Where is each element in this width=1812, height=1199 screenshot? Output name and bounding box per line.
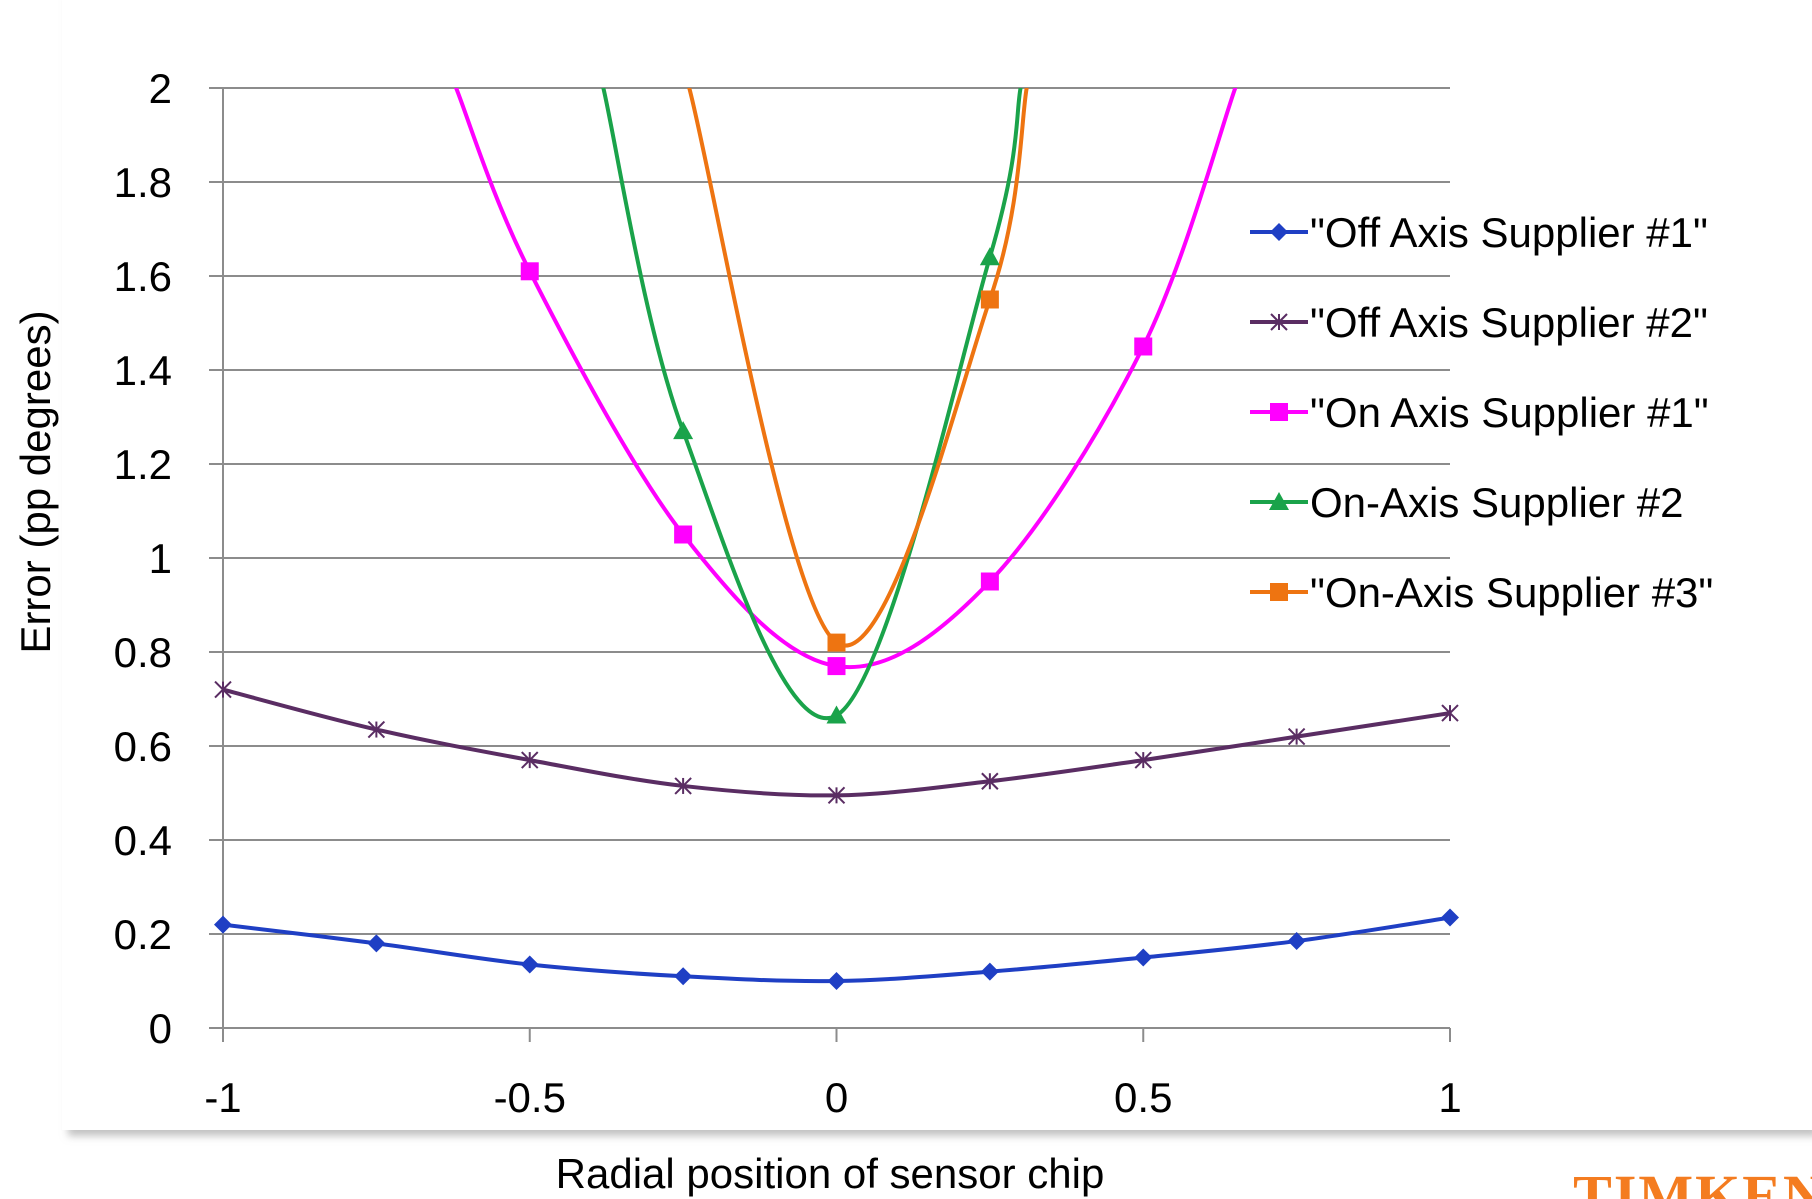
legend-swatch-marker	[1270, 583, 1288, 601]
x-tick-label: -1	[204, 1074, 241, 1121]
x-tick-label: -0.5	[494, 1074, 566, 1121]
data-point-series-3	[980, 572, 999, 591]
legend-swatch-marker	[1270, 403, 1288, 421]
data-point-series-3	[674, 525, 693, 544]
data-point-series-1	[214, 915, 232, 934]
data-point-series-2	[1287, 727, 1306, 746]
data-point-series-4	[673, 421, 694, 440]
data-point-series-3	[827, 657, 846, 676]
data-point-series-1	[520, 955, 539, 974]
data-point-series-4	[826, 705, 847, 724]
series-line-5	[687, 88, 1029, 648]
data-point-series-2	[674, 777, 692, 795]
axes	[222, 88, 1451, 1042]
timken-logo: TIMKEN	[1573, 1163, 1812, 1199]
data-point-series-2	[367, 720, 386, 739]
y-axis-title: Error (pp degrees)	[12, 310, 59, 653]
y-tick-label: 1.4	[114, 347, 172, 394]
y-tick-label: 0.6	[114, 723, 172, 770]
x-tick-label: 0.5	[1114, 1074, 1172, 1121]
legend-swatch-marker	[1270, 313, 1288, 331]
x-tick-labels: -1 -0.5 0 0.5 1	[204, 1074, 1461, 1121]
legend-swatch-marker	[1270, 223, 1288, 241]
data-point-series-1	[980, 962, 999, 981]
y-tick-label: 2	[149, 65, 172, 112]
data-point-series-2	[1134, 751, 1152, 769]
y-tick-label: 1.6	[114, 253, 172, 300]
gridlines	[209, 87, 1450, 1029]
y-tick-label: 0.4	[114, 817, 172, 864]
data-point-series-1	[367, 934, 386, 953]
data-point-series-2	[981, 772, 999, 790]
y-tick-label: 1	[149, 535, 172, 582]
data-point-series-5	[980, 290, 999, 309]
y-tick-label: 1.8	[114, 159, 172, 206]
series-markers	[214, 247, 1459, 990]
data-point-series-1	[1134, 948, 1153, 967]
x-tick-label: 1	[1438, 1074, 1461, 1121]
data-point-series-4	[979, 247, 1000, 266]
y-tick-label: 0	[149, 1005, 172, 1052]
data-point-series-1	[674, 967, 693, 986]
y-tick-labels: 0 0.2 0.4 0.6 0.8 1 1.2 1.4 1.6 1.8 2	[114, 65, 172, 1052]
legend-swatch-marker	[1269, 492, 1289, 510]
y-tick-label: 0.8	[114, 629, 172, 676]
y-tick-label: 0.2	[114, 911, 172, 958]
data-point-series-1	[1441, 908, 1459, 927]
data-point-series-5	[827, 633, 846, 652]
legend-label: "Off Axis Supplier #1"	[1310, 209, 1708, 256]
data-point-series-2	[827, 786, 846, 805]
data-point-series-3	[1134, 337, 1153, 356]
y-tick-label: 1.2	[114, 441, 172, 488]
legend-label: On-Axis Supplier #2	[1310, 479, 1684, 526]
chart-panel	[62, 0, 1812, 1130]
data-point-series-1	[827, 972, 846, 990]
legend: "Off Axis Supplier #1" "Off Axis Supplier…	[1250, 209, 1713, 616]
x-axis-title: Radial position of sensor chip	[556, 1150, 1105, 1197]
data-point-series-2	[521, 751, 539, 769]
legend-label: "On-Axis Supplier #3"	[1310, 569, 1713, 616]
data-point-series-3	[520, 262, 539, 281]
legend-label: "On Axis Supplier #1"	[1310, 389, 1709, 436]
data-point-series-2	[214, 680, 232, 699]
legend-label: "Off Axis Supplier #2"	[1310, 299, 1708, 346]
data-point-series-1	[1287, 932, 1306, 951]
x-tick-label: 0	[825, 1074, 848, 1121]
data-point-series-2	[1441, 704, 1459, 722]
